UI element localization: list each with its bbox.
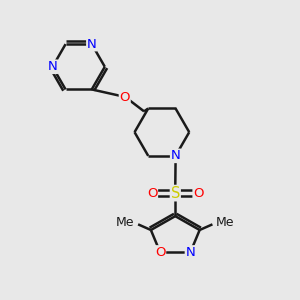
Text: Me: Me <box>216 216 235 229</box>
Text: O: O <box>119 92 130 104</box>
Text: N: N <box>48 60 57 73</box>
Text: O: O <box>155 246 165 259</box>
Text: O: O <box>147 187 157 200</box>
Text: O: O <box>193 187 204 200</box>
Text: Me: Me <box>116 216 134 229</box>
Text: N: N <box>87 38 97 51</box>
Text: N: N <box>171 149 180 162</box>
Text: N: N <box>185 246 195 259</box>
Text: S: S <box>171 186 180 201</box>
